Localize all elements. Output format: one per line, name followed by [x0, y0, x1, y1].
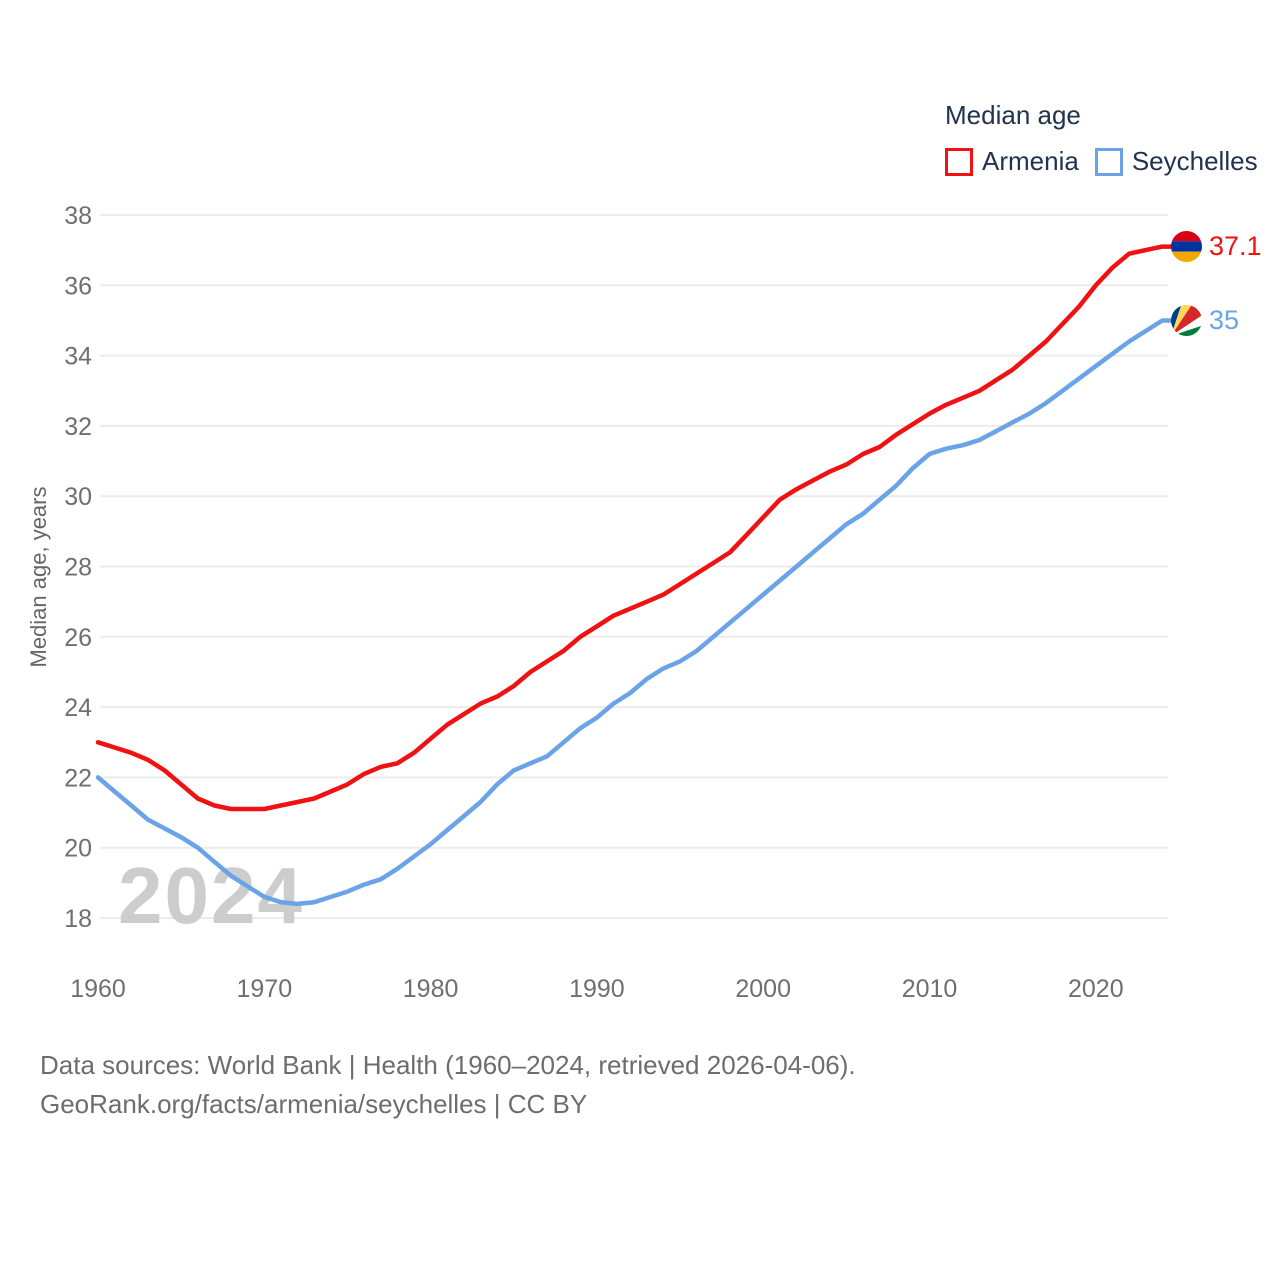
- legend-item-seychelles[interactable]: Seychelles: [1094, 146, 1258, 177]
- x-tick-1960: 1960: [70, 975, 126, 1003]
- x-tick-2000: 2000: [735, 975, 791, 1003]
- armenia-flag-icon: [1171, 231, 1202, 263]
- y-tick-18: 18: [64, 905, 92, 933]
- watermark-year: 2024: [118, 851, 304, 940]
- legend-item-armenia[interactable]: Armenia: [945, 146, 1079, 177]
- armenia-line[interactable]: [95, 244, 1174, 812]
- legend-item-armenia-label: Armenia: [982, 146, 1079, 176]
- y-tick-20: 20: [64, 835, 92, 863]
- x-tick-2020: 2020: [1068, 975, 1124, 1003]
- seychelles-flag-icon: [1171, 304, 1202, 336]
- seychelles-end-label: 35: [1171, 304, 1240, 336]
- x-tick-1980: 1980: [403, 975, 459, 1003]
- y-tick-24: 24: [64, 694, 92, 722]
- y-tick-34: 34: [64, 343, 92, 371]
- y-tick-26: 26: [64, 624, 92, 652]
- y-tick-30: 30: [64, 483, 92, 511]
- y-tick-22: 22: [64, 764, 92, 792]
- seychelles-swatch-icon: [1094, 147, 1123, 176]
- seychelles-end-value: 35: [1209, 304, 1240, 335]
- y-tick-36: 36: [64, 272, 92, 300]
- legend-items: Armenia Seychelles: [945, 146, 1258, 177]
- x-tick-1970: 1970: [236, 975, 292, 1003]
- data-source-note: Data sources: World Bank | Health (1960–…: [40, 1046, 856, 1124]
- x-tick-2010: 2010: [902, 975, 958, 1003]
- armenia-swatch-icon: [945, 147, 973, 176]
- x-tick-1990: 1990: [569, 975, 625, 1003]
- legend: Median age Armenia Seychelles: [945, 100, 1258, 177]
- seychelles-line[interactable]: [95, 318, 1174, 907]
- chart-plot: 18 20 22 24 26 28 30 32 34 36 38 1960 1970 1980 1990 20…: [26, 202, 1174, 1003]
- legend-item-seychelles-label: Seychelles: [1131, 146, 1258, 176]
- attribution-line: GeoRank.org/facts/armenia/seychelles | C…: [40, 1089, 588, 1119]
- y-tick-28: 28: [64, 554, 92, 582]
- y-axis-title: Median age, years: [26, 487, 51, 668]
- y-tick-32: 32: [64, 413, 92, 441]
- armenia-end-value: 37.1: [1209, 231, 1262, 262]
- legend-title: Median age: [945, 100, 1081, 130]
- armenia-end-label: 37.1: [1171, 231, 1262, 263]
- y-tick-38: 38: [64, 202, 92, 230]
- source-line: Data sources: World Bank | Health (1960–…: [40, 1050, 856, 1080]
